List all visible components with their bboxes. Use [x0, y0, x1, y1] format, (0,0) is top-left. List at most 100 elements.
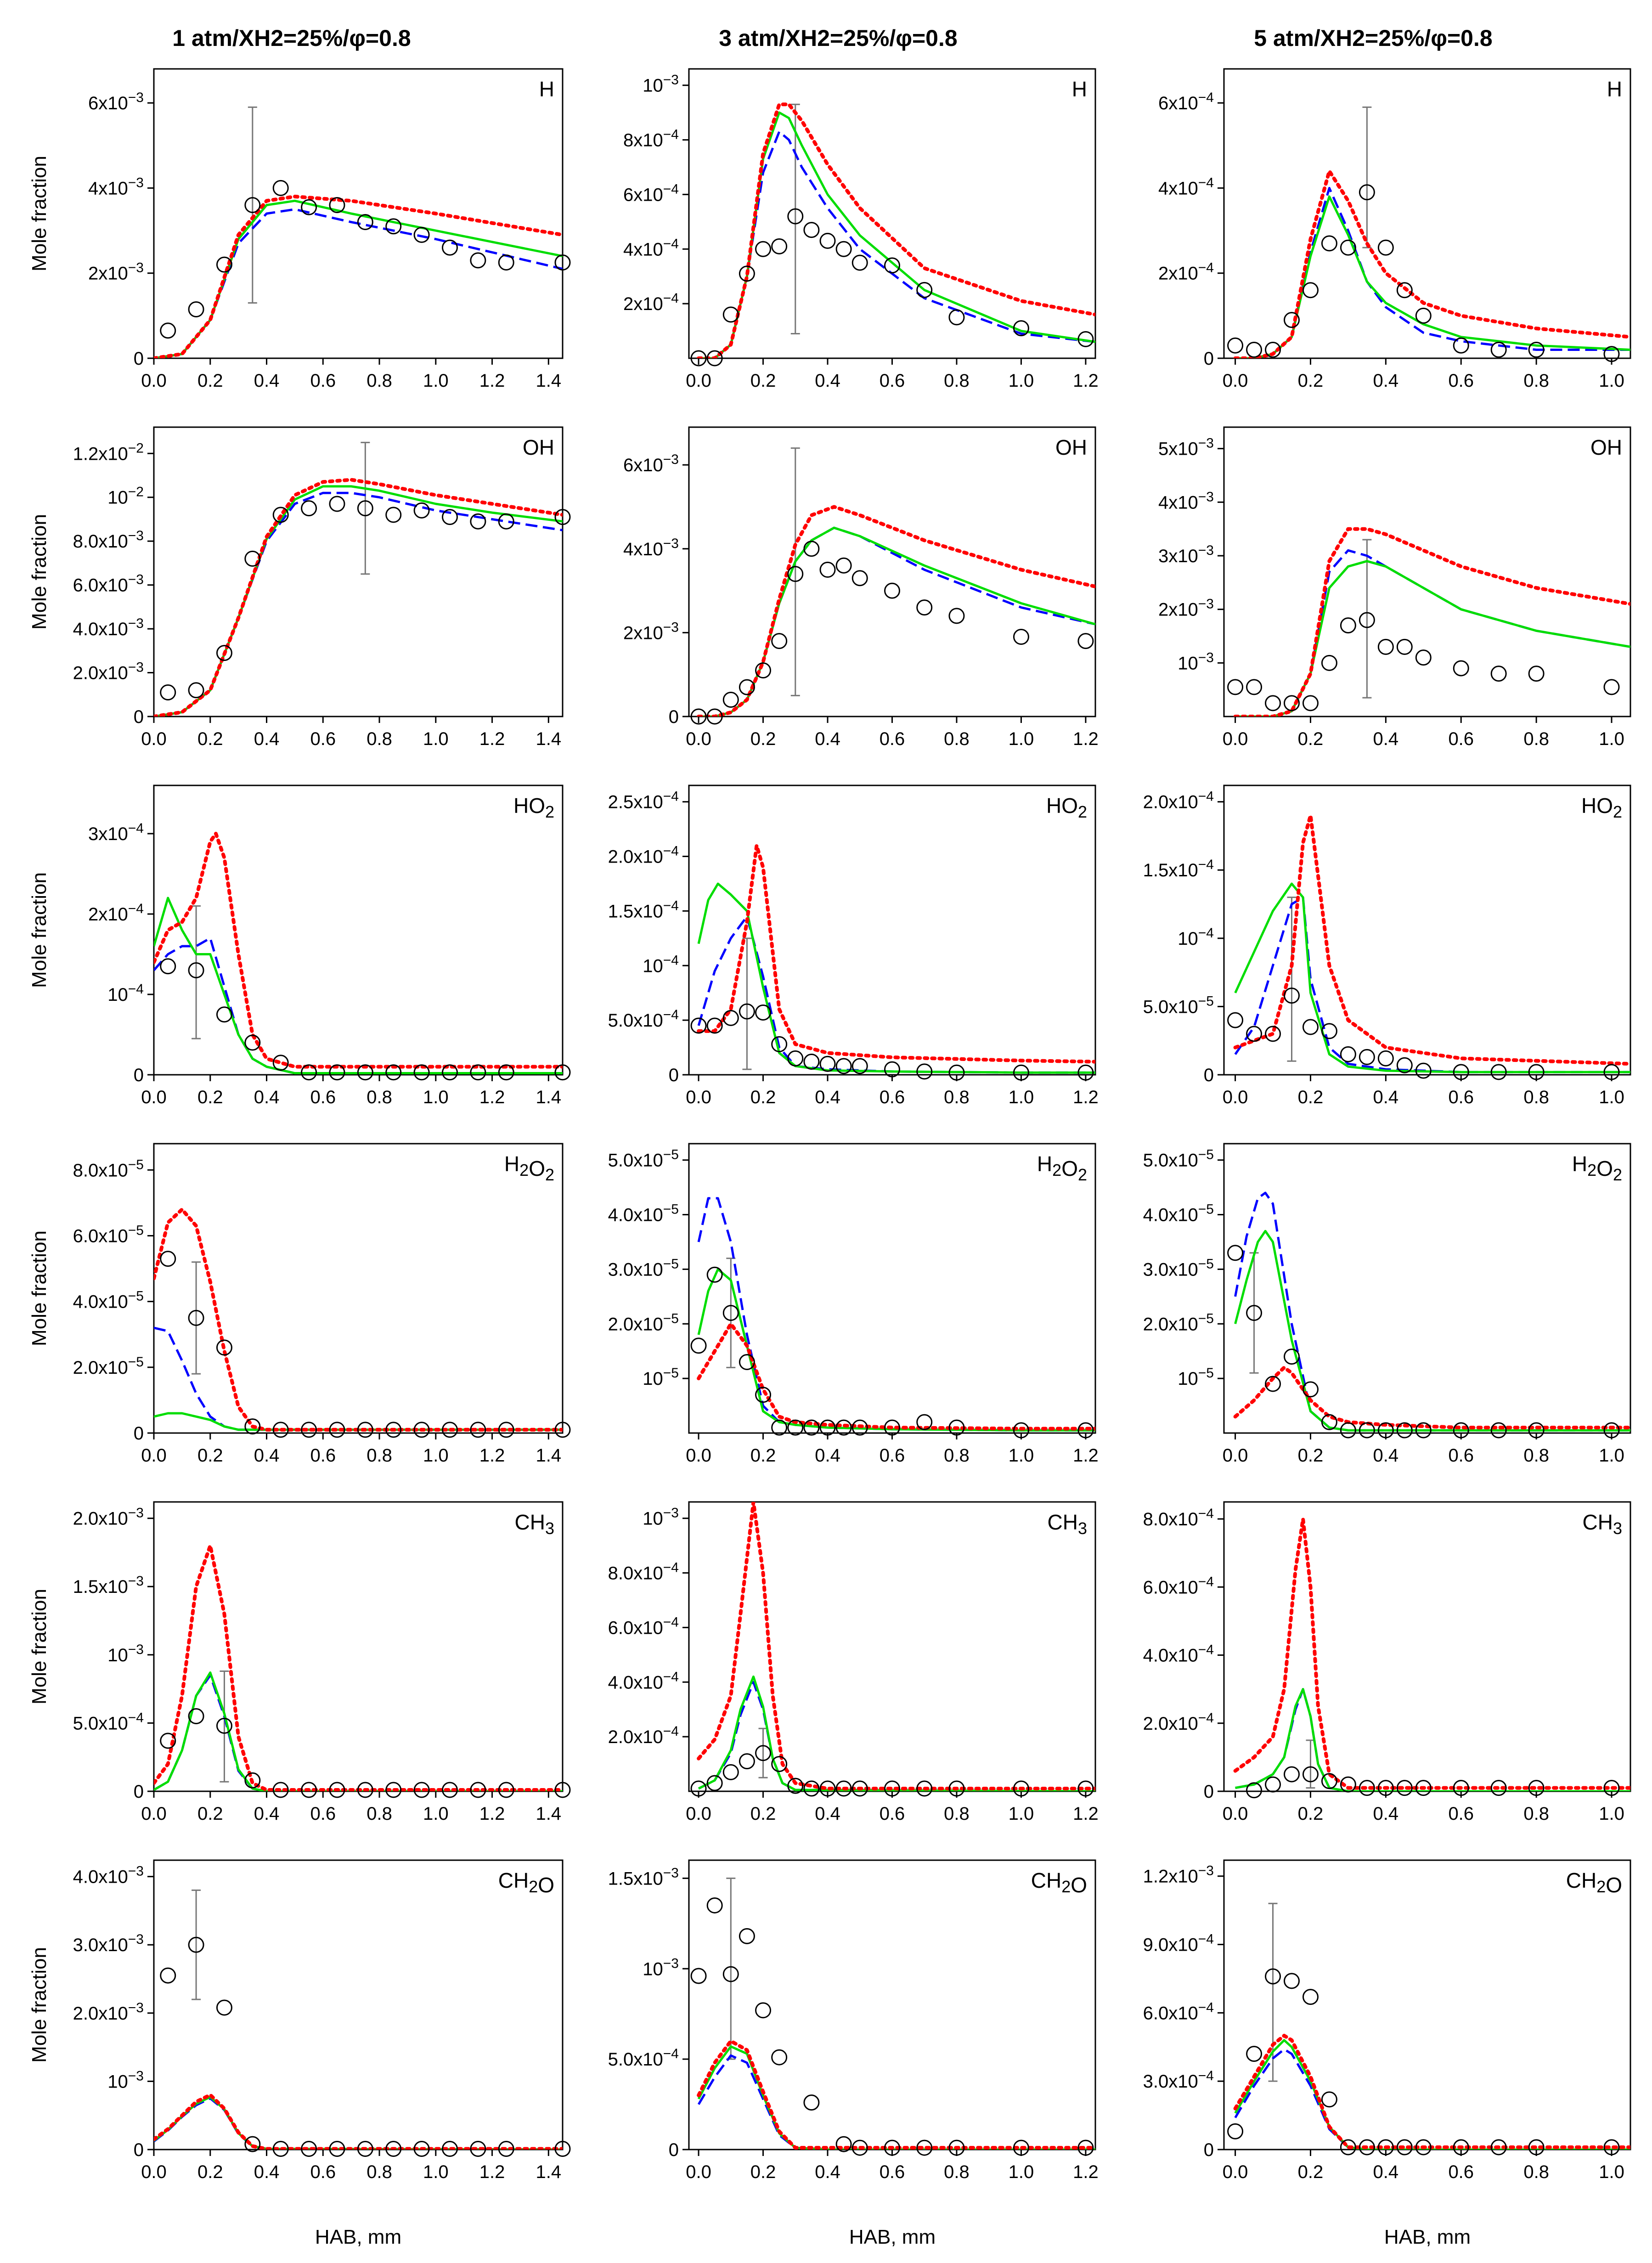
- species-label: HO2: [513, 794, 554, 821]
- x-axis-label: HAB, mm: [315, 2226, 401, 2248]
- experiment-point: [1359, 184, 1375, 201]
- series-line-model-2: [1234, 896, 1630, 1073]
- experiment-point: [1359, 1049, 1375, 1065]
- x-tick-label: 0.6: [1448, 371, 1474, 391]
- experiment-point: [690, 708, 707, 725]
- experiment-point: [1453, 1780, 1469, 1796]
- y-tick-label: 10−3: [1178, 650, 1214, 673]
- y-tick-label: 6x10−3: [88, 90, 144, 113]
- experiment-point: [1265, 695, 1281, 711]
- experiment-point: [1396, 1422, 1413, 1439]
- x-tick-label: 0.0: [686, 1445, 711, 1466]
- series-line-model-2: [154, 2097, 563, 2150]
- panel-ch2o-col3: 0.0 0.2 0.4 0.6 0.8 1.0 0 3.0x10−4 6.0x10−4 9.0x1…: [1143, 1859, 1631, 2182]
- x-tick-label: 0.4: [815, 1087, 840, 1107]
- y-tick-label: 6.0x10−3: [73, 572, 144, 596]
- panel-oh-col1: 0.0 0.2 0.4 0.6 0.8 1.0 1.2 1.4 0 2.0x10−3 4.0x10−…: [73, 426, 571, 749]
- model-lines: [1233, 1517, 1630, 1791]
- experiment-point: [706, 1017, 723, 1034]
- experiment-point: [1284, 312, 1300, 328]
- x-tick-label: 0.0: [1223, 1445, 1248, 1466]
- x-tick-label: 0.6: [880, 729, 905, 749]
- experiment-point: [1377, 1050, 1394, 1067]
- series-line-model-1: [697, 1502, 1095, 1791]
- y-tick-label: 0: [1204, 2140, 1214, 2160]
- experiment-point: [1077, 2139, 1094, 2156]
- y-tick-label: 3.0x10−5: [1143, 1256, 1214, 1280]
- experiment-point: [216, 1717, 232, 1734]
- experiment-point: [1227, 1012, 1244, 1028]
- y-tick-label: 2.0x10−3: [73, 660, 144, 683]
- y-tick-label: 10−2: [107, 485, 144, 508]
- x-tick-label: 0.8: [944, 729, 970, 749]
- model-lines: [697, 102, 1095, 358]
- series-line-model-1: [1233, 2034, 1630, 2149]
- panel-h2o2-col2: 0.0 0.2 0.4 0.6 0.8 1.0 1.2 10−5 2.0x10−5 3.0x10−…: [608, 1143, 1099, 1466]
- experiment-point: [884, 1780, 900, 1797]
- x-tick-label: 0.2: [1298, 729, 1324, 749]
- experiment-point: [1340, 1776, 1356, 1793]
- panel-oh-col2: 0.0 0.2 0.4 0.6 0.8 1.0 1.2 0 2x10−3 4x10−3 6x10−3…: [623, 426, 1099, 749]
- y-tick-label: 10−3: [643, 1506, 679, 1529]
- experiment-point: [884, 1419, 900, 1436]
- experiment-point: [160, 1251, 176, 1267]
- experiment-point: [722, 306, 739, 323]
- x-tick-label: 1.4: [536, 2162, 562, 2182]
- y-tick-label: 6x10−4: [1158, 90, 1214, 113]
- x-tick-label: 0.2: [750, 371, 776, 391]
- experiment-point: [554, 2141, 571, 2157]
- y-tick-label: 2.0x10−4: [1143, 789, 1214, 813]
- plot-frame: [688, 1859, 1096, 2150]
- x-tick-label: 0.6: [310, 1087, 336, 1107]
- experiment-point: [385, 2141, 402, 2157]
- species-label: OH: [1055, 435, 1087, 459]
- column-title-2: 3 atm/XH2=25%/φ=0.8: [719, 25, 957, 51]
- x-tick-label: 0.4: [815, 371, 840, 391]
- experiment-point: [771, 238, 788, 254]
- experiment-point: [1490, 1780, 1507, 1796]
- y-tick-label: 3.0x10−4: [1143, 2068, 1214, 2092]
- experiment-point: [706, 1266, 723, 1283]
- y-tick-label: 1.5x10−3: [608, 1865, 679, 1889]
- x-tick-label: 0.6: [310, 1445, 336, 1466]
- series-line-model-3: [1234, 1230, 1630, 1432]
- x-tick-label: 1.2: [479, 2162, 505, 2182]
- experiment-point: [1603, 679, 1620, 695]
- experiment-point: [755, 241, 772, 257]
- x-tick-label: 0.0: [141, 1445, 167, 1466]
- x-tick-label: 0.0: [141, 729, 167, 749]
- panel-h-col2: 0.0 0.2 0.4 0.6 0.8 1.0 1.2 2x10−4 4x10−4 6x10−4 8…: [623, 68, 1099, 391]
- panel-ch3-col2: 0.0 0.2 0.4 0.6 0.8 1.0 1.2 2.0x10−4 4.0x10−4 6.0…: [608, 1501, 1099, 1824]
- experiment-point: [1415, 1422, 1432, 1439]
- experiment-point: [357, 500, 373, 517]
- x-tick-label: 0.4: [254, 1087, 280, 1107]
- x-tick-label: 0.6: [880, 1445, 905, 1466]
- experiment-point: [706, 1775, 723, 1791]
- panel-h2o2-col1: 0.0 0.2 0.4 0.6 0.8 1.0 1.2 1.4 0 2.0x10−5 4.0x10−…: [73, 1143, 571, 1466]
- series-line-model-3: [699, 111, 1095, 358]
- y-tick-label: 6x10−4: [623, 181, 679, 205]
- experiment-point: [413, 1782, 430, 1798]
- experiment-point: [441, 239, 458, 256]
- y-tick-label: 1.5x10−4: [1143, 857, 1214, 880]
- y-tick-label: 2x10−4: [1158, 260, 1214, 284]
- x-tick-label: 0.4: [1373, 729, 1399, 749]
- experiment-point: [470, 252, 486, 269]
- experiment-point: [1377, 239, 1394, 256]
- y-tick-label: 2.0x10−5: [1143, 1311, 1214, 1334]
- experiment-point: [706, 708, 723, 725]
- x-tick-label: 0.8: [944, 371, 970, 391]
- model-lines: [697, 843, 1095, 1074]
- experiment-point: [739, 1753, 755, 1770]
- y-tick-label: 2.5x10−4: [608, 789, 679, 813]
- x-tick-label: 0.2: [197, 729, 223, 749]
- experiment-point: [787, 1778, 804, 1794]
- y-tick-label: 10−4: [1178, 926, 1214, 949]
- experiment-point: [819, 561, 836, 578]
- y-tick-label: 5.0x10−4: [73, 1710, 144, 1733]
- experiment-point: [1321, 1414, 1337, 1430]
- series-line-model-3: [1235, 560, 1630, 717]
- experiment-point: [1603, 1064, 1620, 1080]
- experiment-point: [916, 1414, 933, 1430]
